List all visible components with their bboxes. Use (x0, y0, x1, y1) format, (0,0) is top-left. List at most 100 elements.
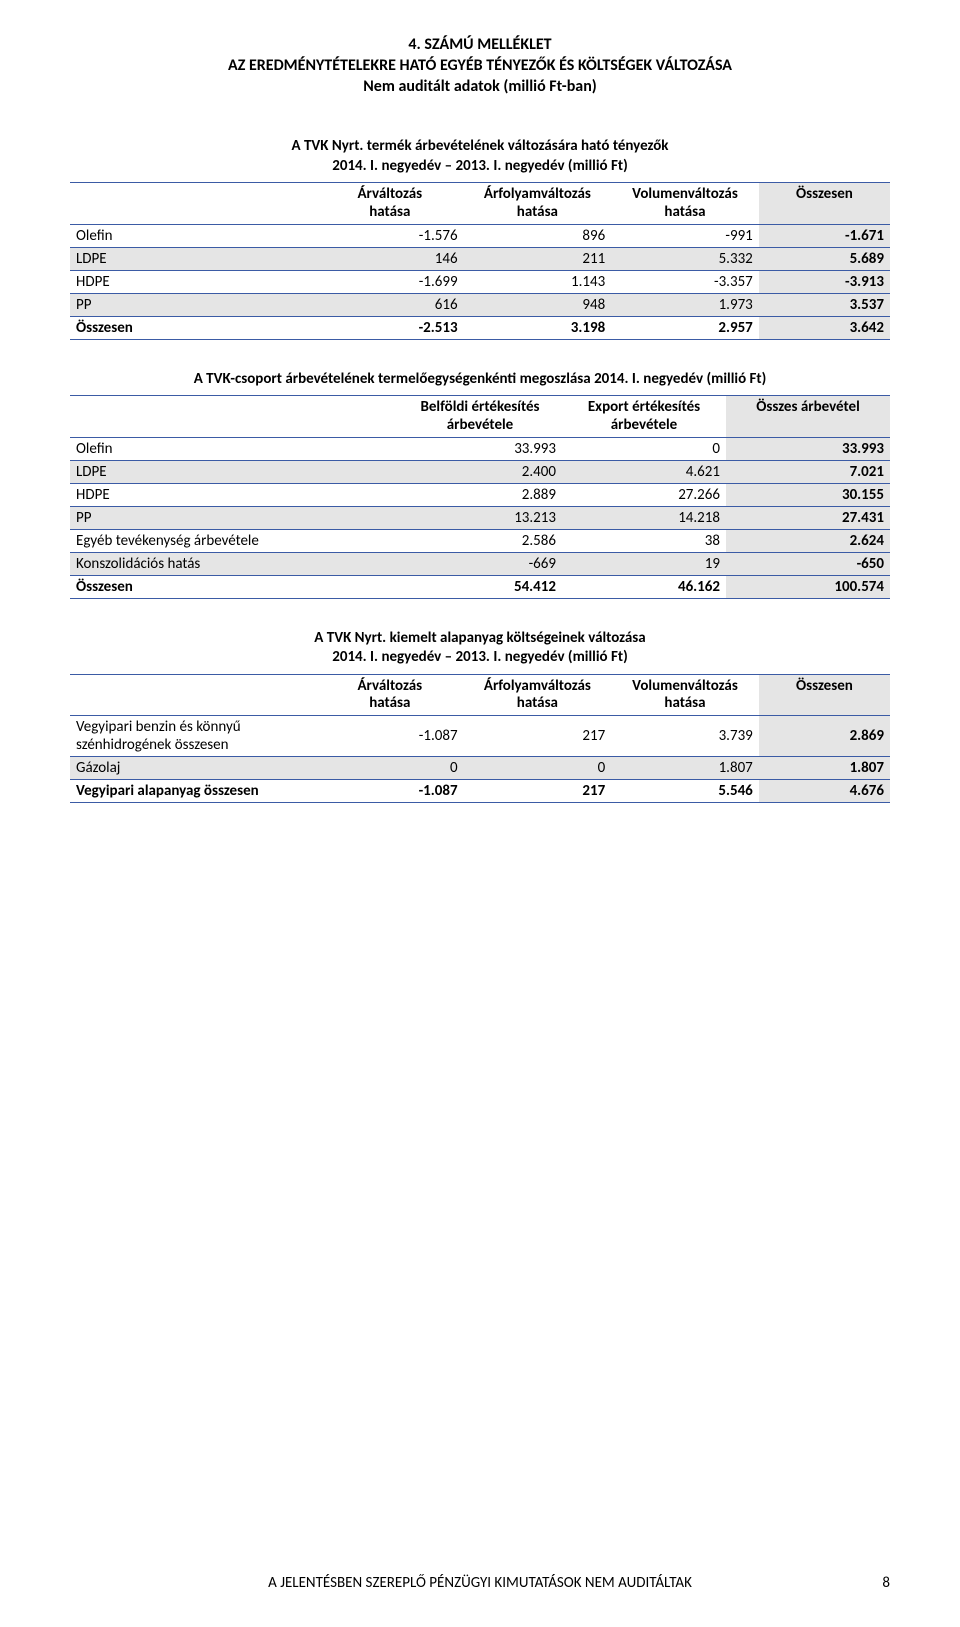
table2-wrap: Belföldi értékesítésárbevételeExport ért… (70, 395, 890, 599)
total-row: Összesen-2.5133.1982.9573.642 (70, 316, 890, 339)
table1-title-line2: 2014. I. negyedév – 2013. I. negyedév (m… (70, 157, 890, 177)
total-value: -2.513 (316, 316, 464, 339)
table-row: Vegyipari benzin és könnyűszénhidrogének… (70, 716, 890, 757)
table-row: HDPE2.88927.26630.155 (70, 483, 890, 506)
table1-title-line1: A TVK Nyrt. termék árbevételének változá… (70, 137, 890, 157)
row-value: 616 (316, 293, 464, 316)
table1: ÁrváltozáshatásaÁrfolyamváltozáshatásaVo… (70, 182, 890, 340)
row-label: LDPE (70, 460, 398, 483)
table2-title: A TVK-csoport árbevételének termelőegysé… (70, 370, 890, 390)
header-line-3: Nem auditált adatok (millió Ft-ban) (70, 77, 890, 98)
table1-header-row: ÁrváltozáshatásaÁrfolyamváltozáshatásaVo… (70, 183, 890, 225)
table2: Belföldi értékesítésárbevételeExport ért… (70, 395, 890, 599)
total-label: Összesen (70, 575, 398, 598)
row-value: 38 (562, 529, 726, 552)
table2-header-row: Belföldi értékesítésárbevételeExport ért… (70, 396, 890, 438)
column-header: Export értékesítésárbevétele (562, 396, 726, 438)
row-value: 5.332 (611, 247, 759, 270)
column-header: Összesen (759, 674, 890, 716)
row-value: 2.869 (759, 716, 890, 757)
table3-title-line1: A TVK Nyrt. kiemelt alapanyag költségein… (70, 629, 890, 649)
table-row: Olefin-1.576896-991-1.671 (70, 224, 890, 247)
table3-title: A TVK Nyrt. kiemelt alapanyag költségein… (70, 629, 890, 668)
row-label: PP (70, 506, 398, 529)
table-row: Konszolidációs hatás-66919-650 (70, 552, 890, 575)
total-value: 100.574 (726, 575, 890, 598)
row-value: 2.586 (398, 529, 562, 552)
total-value: 5.546 (611, 780, 759, 803)
row-value: 211 (464, 247, 612, 270)
column-header (70, 396, 398, 438)
column-header: Árfolyamváltozáshatása (464, 183, 612, 225)
row-value: 2.889 (398, 483, 562, 506)
header-line-2: AZ EREDMÉNYTÉTELEKRE HATÓ EGYÉB TÉNYEZŐK… (70, 56, 890, 77)
total-value: 3.642 (759, 316, 890, 339)
row-label: Olefin (70, 437, 398, 460)
row-value: 14.218 (562, 506, 726, 529)
header-line-1: 4. SZÁMÚ MELLÉKLET (70, 35, 890, 56)
row-label: HDPE (70, 270, 316, 293)
row-value: 948 (464, 293, 612, 316)
page-header: 4. SZÁMÚ MELLÉKLET AZ EREDMÉNYTÉTELEKRE … (70, 35, 890, 97)
table1-title: A TVK Nyrt. termék árbevételének változá… (70, 137, 890, 176)
row-value: -991 (611, 224, 759, 247)
row-label: HDPE (70, 483, 398, 506)
total-value: 217 (464, 780, 612, 803)
row-value: -650 (726, 552, 890, 575)
column-header (70, 674, 316, 716)
total-value: 54.412 (398, 575, 562, 598)
table-row: LDPE2.4004.6217.021 (70, 460, 890, 483)
row-value: 27.266 (562, 483, 726, 506)
column-header: Árváltozáshatása (316, 674, 464, 716)
total-value: 46.162 (562, 575, 726, 598)
row-value: 1.973 (611, 293, 759, 316)
row-value: 13.213 (398, 506, 562, 529)
table1-wrap: ÁrváltozáshatásaÁrfolyamváltozáshatásaVo… (70, 182, 890, 340)
row-value: 30.155 (726, 483, 890, 506)
total-row: Összesen54.41246.162100.574 (70, 575, 890, 598)
row-value: 3.739 (611, 716, 759, 757)
row-value: 217 (464, 716, 612, 757)
table-row: PP6169481.9733.537 (70, 293, 890, 316)
row-value: -3.913 (759, 270, 890, 293)
row-value: 33.993 (398, 437, 562, 460)
row-value: -1.087 (316, 716, 464, 757)
table-row: Gázolaj001.8071.807 (70, 757, 890, 780)
row-value: 27.431 (726, 506, 890, 529)
total-value: -1.087 (316, 780, 464, 803)
row-label: Olefin (70, 224, 316, 247)
row-label: LDPE (70, 247, 316, 270)
table3-header-row: ÁrváltozáshatásaÁrfolyamváltozáshatásaVo… (70, 674, 890, 716)
row-value: 0 (562, 437, 726, 460)
row-value: 19 (562, 552, 726, 575)
row-value: 2.624 (726, 529, 890, 552)
row-value: 1.807 (759, 757, 890, 780)
column-header: Belföldi értékesítésárbevétele (398, 396, 562, 438)
table3-wrap: ÁrváltozáshatásaÁrfolyamváltozáshatásaVo… (70, 674, 890, 804)
row-value: -3.357 (611, 270, 759, 293)
column-header: Árfolyamváltozáshatása (464, 674, 612, 716)
table-row: Olefin33.993033.993 (70, 437, 890, 460)
table-row: HDPE-1.6991.143-3.357-3.913 (70, 270, 890, 293)
total-value: 3.198 (464, 316, 612, 339)
total-row: Vegyipari alapanyag összesen-1.0872175.5… (70, 780, 890, 803)
total-label: Összesen (70, 316, 316, 339)
row-value: 896 (464, 224, 612, 247)
column-header: Volumenváltozáshatása (611, 674, 759, 716)
table3-title-line2: 2014. I. negyedév – 2013. I. negyedév (m… (70, 648, 890, 668)
row-value: 3.537 (759, 293, 890, 316)
row-value: 146 (316, 247, 464, 270)
column-header: Összes árbevétel (726, 396, 890, 438)
row-label: Gázolaj (70, 757, 316, 780)
row-value: 1.143 (464, 270, 612, 293)
row-value: 4.621 (562, 460, 726, 483)
row-value: -669 (398, 552, 562, 575)
row-value: -1.576 (316, 224, 464, 247)
table3: ÁrváltozáshatásaÁrfolyamváltozáshatásaVo… (70, 674, 890, 804)
column-header: Volumenváltozáshatása (611, 183, 759, 225)
column-header: Összesen (759, 183, 890, 225)
row-label: Konszolidációs hatás (70, 552, 398, 575)
row-value: 1.807 (611, 757, 759, 780)
row-value: 2.400 (398, 460, 562, 483)
column-header (70, 183, 316, 225)
